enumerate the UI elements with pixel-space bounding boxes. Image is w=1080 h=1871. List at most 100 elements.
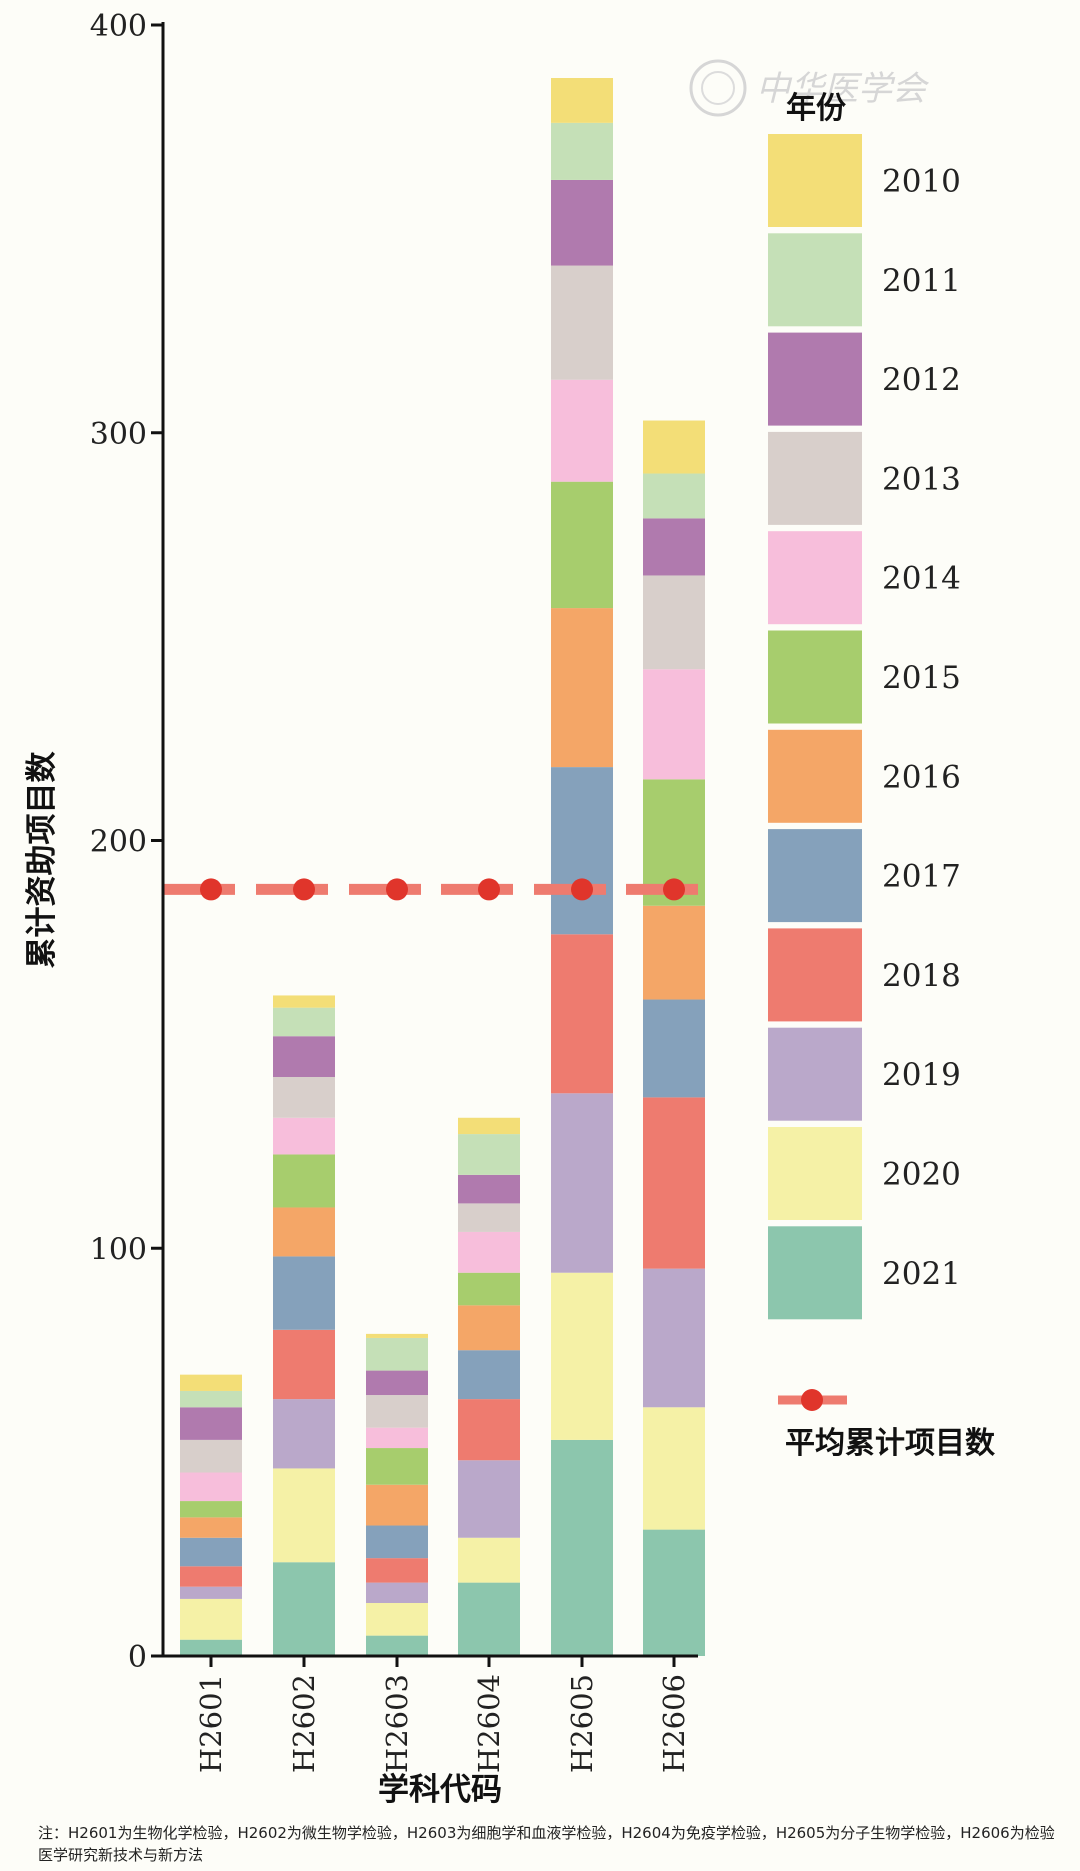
bar-segment-H2605-2020 bbox=[551, 1272, 613, 1440]
bar-segment-H2602-2014 bbox=[273, 1117, 335, 1155]
x-tick-label: H2604 bbox=[472, 1674, 506, 1773]
y-tick-label: 200 bbox=[90, 825, 147, 860]
legend-label: 2013 bbox=[882, 461, 961, 497]
bar-segment-H2601-2019 bbox=[180, 1586, 242, 1599]
legend-label: 2020 bbox=[882, 1157, 961, 1193]
x-axis-title: 学科代码 bbox=[378, 1772, 502, 1808]
average-marker bbox=[200, 878, 222, 901]
legend-label: 2017 bbox=[882, 859, 961, 895]
bar-segment-H2604-2012 bbox=[458, 1174, 520, 1204]
bar-segment-H2604-2021 bbox=[458, 1582, 520, 1656]
y-tick-label: 400 bbox=[90, 9, 147, 44]
bar-segment-H2605-2018 bbox=[551, 934, 613, 1094]
bar-segment-H2602-2013 bbox=[273, 1076, 335, 1118]
bar-segment-H2603-2012 bbox=[366, 1370, 428, 1396]
bar-segment-H2603-2020 bbox=[366, 1602, 428, 1636]
average-marker bbox=[293, 878, 315, 901]
plot-area bbox=[180, 78, 705, 1656]
legend-title: 年份 bbox=[786, 91, 846, 126]
bar-segment-H2602-2012 bbox=[273, 1036, 335, 1077]
average-legend: 平均累计项目数 bbox=[778, 1389, 996, 1461]
bar-segment-H2605-2016 bbox=[551, 608, 613, 768]
bar-segment-H2603-2016 bbox=[366, 1484, 428, 1526]
bar-segment-H2601-2011 bbox=[180, 1390, 242, 1408]
bar-segment-H2605-2015 bbox=[551, 481, 613, 609]
average-legend-label: 平均累计项目数 bbox=[785, 1426, 996, 1461]
legend-swatch-2017 bbox=[768, 829, 862, 923]
bar-segment-H2605-2010 bbox=[551, 78, 613, 123]
bar-segment-H2603-2021 bbox=[366, 1635, 428, 1656]
bar-segment-H2604-2018 bbox=[458, 1399, 520, 1461]
legend-label: 2018 bbox=[882, 958, 961, 994]
legend-swatch-2019 bbox=[768, 1027, 862, 1121]
watermark: 中华医学会 bbox=[689, 59, 930, 117]
legend-label: 2016 bbox=[882, 759, 961, 795]
bar-segment-H2605-2014 bbox=[551, 379, 613, 482]
x-tick-label: H2606 bbox=[657, 1674, 691, 1773]
legend-swatch-2021 bbox=[768, 1226, 862, 1320]
bar-segment-H2605-2012 bbox=[551, 179, 613, 266]
bar-segment-H2603-2011 bbox=[366, 1337, 428, 1371]
bar-segment-H2606-2011 bbox=[643, 473, 705, 519]
bar-segment-H2602-2017 bbox=[273, 1256, 335, 1330]
footnote: 注：H2601为生物化学检验，H2602为微生物学检验，H2603为细胞学和血液… bbox=[38, 1824, 1055, 1864]
bar-segment-H2606-2016 bbox=[643, 905, 705, 1000]
y-axis-ticks: 0 100 200 300 400 bbox=[90, 9, 163, 1675]
bar-segment-H2604-2017 bbox=[458, 1350, 520, 1400]
bar-segment-H2605-2017 bbox=[551, 767, 613, 935]
bar-segment-H2601-2018 bbox=[180, 1566, 242, 1587]
average-marker bbox=[478, 878, 500, 901]
bar-segment-H2605-2013 bbox=[551, 265, 613, 380]
legend-swatch-2013 bbox=[768, 431, 862, 525]
bar-segment-H2604-2016 bbox=[458, 1305, 520, 1351]
bar-segment-H2606-2017 bbox=[643, 999, 705, 1098]
bar-segment-H2602-2016 bbox=[273, 1207, 335, 1257]
bar-segment-H2606-2014 bbox=[643, 669, 705, 780]
bar-segment-H2604-2020 bbox=[458, 1537, 520, 1583]
bar-segment-H2603-2010 bbox=[366, 1333, 428, 1338]
x-tick-label: H2602 bbox=[287, 1674, 321, 1773]
bar-segment-H2605-2021 bbox=[551, 1439, 613, 1656]
bar-segment-H2601-2020 bbox=[180, 1598, 242, 1640]
bar-segment-H2603-2014 bbox=[366, 1427, 428, 1449]
average-marker bbox=[571, 878, 593, 901]
bar-segment-H2606-2020 bbox=[643, 1407, 705, 1530]
legend-swatch-2011 bbox=[768, 233, 862, 327]
bar-segment-H2601-2013 bbox=[180, 1439, 242, 1473]
x-tick-label: H2605 bbox=[565, 1674, 599, 1773]
bar-segment-H2601-2014 bbox=[180, 1472, 242, 1502]
bar-segment-H2605-2019 bbox=[551, 1093, 613, 1273]
y-tick-label: 0 bbox=[128, 1640, 147, 1675]
y-tick-label: 100 bbox=[90, 1232, 147, 1267]
bar-segment-H2602-2019 bbox=[273, 1399, 335, 1469]
bar-segment-H2606-2019 bbox=[643, 1268, 705, 1408]
bar-segment-H2606-2013 bbox=[643, 575, 705, 670]
x-tick-label: H2601 bbox=[194, 1674, 228, 1773]
legend-swatch-2018 bbox=[768, 928, 862, 1022]
bar-segment-H2606-2012 bbox=[643, 518, 705, 576]
legend-swatch-2016 bbox=[768, 729, 862, 823]
bar-segment-H2604-2011 bbox=[458, 1134, 520, 1175]
bar-segment-H2606-2010 bbox=[643, 420, 705, 474]
bar-segment-H2606-2018 bbox=[643, 1097, 705, 1269]
bar-segment-H2604-2013 bbox=[458, 1203, 520, 1232]
bar-segment-H2604-2010 bbox=[458, 1117, 520, 1135]
legend-label: 2012 bbox=[882, 362, 961, 398]
bar-segment-H2601-2021 bbox=[180, 1639, 242, 1656]
bar-segment-H2601-2015 bbox=[180, 1501, 242, 1518]
svg-text:中华医学会: 中华医学会 bbox=[756, 69, 930, 109]
bar-segment-H2604-2019 bbox=[458, 1460, 520, 1538]
legend-swatch-2020 bbox=[768, 1127, 862, 1220]
average-legend-marker bbox=[801, 1389, 823, 1411]
legend-label: 2011 bbox=[882, 263, 961, 299]
legend-label: 2019 bbox=[882, 1057, 961, 1093]
bar-segment-H2603-2013 bbox=[366, 1395, 428, 1428]
average-line bbox=[163, 878, 698, 901]
y-axis-title: 累计资助项目数 bbox=[24, 752, 60, 969]
bar-segment-H2602-2020 bbox=[273, 1468, 335, 1563]
legend-label: 2021 bbox=[882, 1256, 961, 1292]
x-tick-label: H2603 bbox=[380, 1674, 414, 1773]
bar-segment-H2602-2015 bbox=[273, 1154, 335, 1208]
legend-swatch-2014 bbox=[768, 531, 862, 625]
